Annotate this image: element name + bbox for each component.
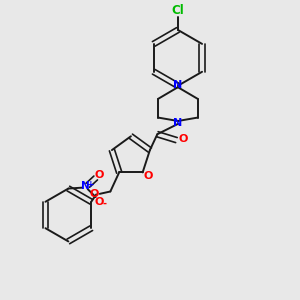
Text: N: N (173, 80, 182, 91)
Text: -: - (103, 199, 106, 208)
Text: O: O (94, 197, 104, 207)
Text: O: O (94, 170, 104, 180)
Text: Cl: Cl (172, 4, 184, 17)
Text: N: N (173, 118, 182, 128)
Text: O: O (89, 188, 99, 199)
Text: N: N (81, 181, 90, 191)
Text: O: O (178, 134, 188, 144)
Text: O: O (143, 171, 153, 181)
Text: +: + (87, 180, 94, 189)
